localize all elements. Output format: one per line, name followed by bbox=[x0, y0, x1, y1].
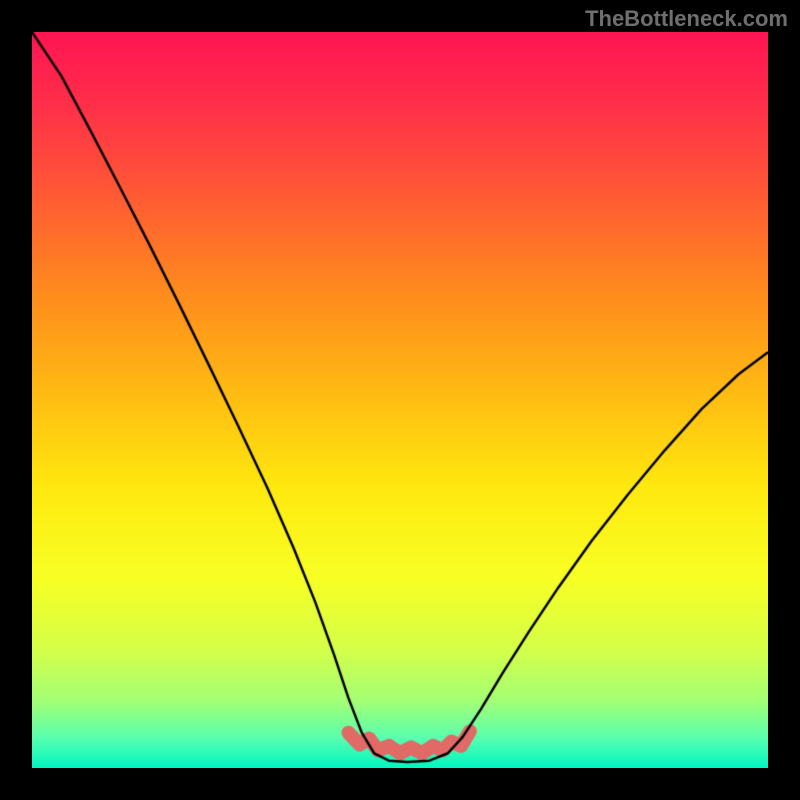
chart-stage: TheBottleneck.com bbox=[0, 0, 800, 800]
plot-area bbox=[32, 32, 768, 768]
watermark-text: TheBottleneck.com bbox=[585, 6, 788, 32]
bottleneck-curve-canvas bbox=[32, 32, 768, 768]
